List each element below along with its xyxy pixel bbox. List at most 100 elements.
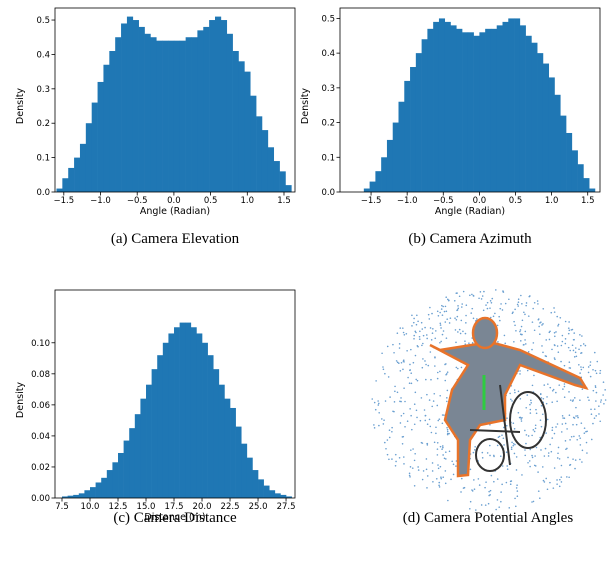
camera-point bbox=[565, 343, 567, 345]
camera-point bbox=[544, 455, 546, 457]
camera-point bbox=[443, 414, 445, 416]
camera-point bbox=[419, 338, 421, 340]
histogram-bar bbox=[252, 470, 258, 498]
camera-point bbox=[575, 407, 577, 409]
histogram-bar bbox=[503, 22, 509, 192]
histogram-bar bbox=[180, 41, 186, 192]
camera-point bbox=[569, 414, 571, 416]
camera-point bbox=[577, 417, 579, 419]
camera-point bbox=[441, 305, 443, 307]
camera-point bbox=[479, 484, 481, 486]
camera-point bbox=[549, 444, 551, 446]
histogram-bar bbox=[135, 414, 141, 498]
camera-point bbox=[424, 327, 426, 329]
camera-point bbox=[421, 397, 423, 399]
histogram-bar bbox=[121, 23, 127, 192]
camera-point bbox=[605, 399, 607, 401]
camera-point bbox=[549, 387, 551, 389]
histogram-bar bbox=[514, 18, 520, 192]
y-tick-label: 0.4 bbox=[36, 50, 50, 60]
camera-point bbox=[487, 308, 489, 310]
camera-point bbox=[506, 425, 508, 427]
camera-point bbox=[579, 372, 581, 374]
camera-point bbox=[426, 469, 428, 471]
camera-point bbox=[483, 291, 485, 293]
camera-point bbox=[516, 469, 518, 471]
camera-point bbox=[432, 462, 434, 464]
camera-point bbox=[436, 405, 438, 407]
camera-point bbox=[562, 335, 564, 337]
camera-point bbox=[431, 432, 433, 434]
camera-point bbox=[447, 500, 449, 502]
y-tick-label: 0.2 bbox=[36, 119, 50, 129]
camera-point bbox=[586, 442, 588, 444]
histogram-bar bbox=[124, 441, 130, 498]
camera-point bbox=[573, 350, 575, 352]
camera-point bbox=[391, 458, 393, 460]
camera-angles-illustration: (d) Camera Potential Angles bbox=[371, 289, 606, 526]
camera-point bbox=[604, 389, 606, 391]
camera-point bbox=[542, 466, 544, 468]
camera-point bbox=[569, 439, 571, 441]
camera-point bbox=[572, 424, 574, 426]
camera-point bbox=[491, 302, 493, 304]
camera-point bbox=[406, 333, 408, 335]
camera-point bbox=[585, 345, 587, 347]
camera-point bbox=[414, 460, 416, 462]
camera-point bbox=[385, 400, 387, 402]
camera-point bbox=[434, 357, 436, 359]
histogram-bar bbox=[163, 343, 169, 498]
camera-point bbox=[432, 328, 434, 330]
histogram-bar bbox=[203, 27, 209, 192]
camera-point bbox=[510, 483, 512, 485]
histogram-bar bbox=[80, 144, 86, 192]
camera-point bbox=[559, 317, 561, 319]
camera-point bbox=[441, 308, 443, 310]
histogram-bar bbox=[268, 147, 274, 192]
camera-point bbox=[409, 364, 411, 366]
x-tick-label: 0.5 bbox=[509, 196, 523, 206]
histogram-bar bbox=[555, 95, 561, 192]
camera-point bbox=[537, 300, 539, 302]
camera-point bbox=[412, 448, 414, 450]
x-tick-label: 1.5 bbox=[277, 196, 291, 206]
camera-point bbox=[595, 400, 597, 402]
histogram-bar bbox=[221, 20, 227, 192]
camera-point bbox=[483, 310, 485, 312]
histogram-bar bbox=[150, 37, 156, 192]
camera-point bbox=[460, 320, 462, 322]
y-tick-label: 0.04 bbox=[31, 432, 50, 442]
camera-point bbox=[532, 457, 534, 459]
camera-point bbox=[564, 383, 566, 385]
camera-point bbox=[407, 377, 409, 379]
camera-point bbox=[437, 454, 439, 456]
camera-point bbox=[375, 409, 377, 411]
histogram-bar bbox=[98, 82, 104, 192]
camera-point bbox=[573, 339, 575, 341]
camera-point bbox=[439, 322, 441, 324]
histogram-bar bbox=[531, 43, 537, 192]
camera-point bbox=[404, 334, 406, 336]
camera-point bbox=[554, 344, 556, 346]
histogram-bar bbox=[84, 490, 90, 498]
camera-point bbox=[551, 437, 553, 439]
camera-point bbox=[411, 429, 413, 431]
camera-point bbox=[545, 448, 547, 450]
camera-point bbox=[421, 345, 423, 347]
camera-point bbox=[583, 343, 585, 345]
camera-point bbox=[422, 479, 424, 481]
camera-point bbox=[506, 482, 508, 484]
camera-point bbox=[558, 384, 560, 386]
histogram-bar bbox=[185, 323, 191, 498]
camera-point bbox=[440, 476, 442, 478]
camera-point bbox=[437, 378, 439, 380]
histogram-bar bbox=[74, 158, 80, 192]
camera-point bbox=[525, 343, 527, 345]
camera-point bbox=[419, 336, 421, 338]
camera-point bbox=[561, 465, 563, 467]
camera-point bbox=[410, 349, 412, 351]
camera-point bbox=[434, 337, 436, 339]
caption: (c) Camera Distance bbox=[113, 510, 237, 526]
histogram-bar bbox=[274, 161, 280, 192]
camera-point bbox=[534, 431, 536, 433]
